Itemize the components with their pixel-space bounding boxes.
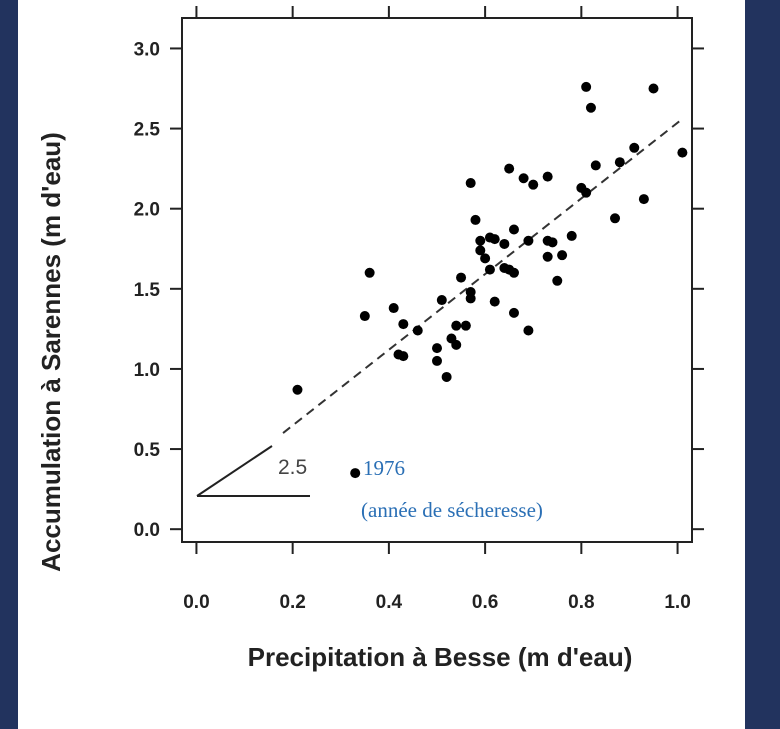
x-tick-label: 0.4 [376, 592, 403, 613]
data-point [398, 319, 409, 330]
data-point [542, 251, 553, 262]
data-point [436, 295, 447, 306]
data-point [581, 187, 592, 198]
data-point [465, 178, 476, 189]
y-tick-label: 2.0 [134, 200, 160, 221]
data-point [508, 307, 519, 318]
data-point [465, 287, 476, 298]
x-tick-label: 0.2 [279, 592, 305, 613]
data-point [475, 235, 486, 246]
data-point [518, 173, 529, 184]
data-point [523, 235, 534, 246]
data-point [508, 224, 519, 235]
slope-label: 2.5 [278, 456, 307, 479]
x-axis-label: Precipitation à Besse (m d'eau) [248, 642, 633, 672]
data-point [388, 303, 399, 314]
y-tick-label: 0.0 [134, 520, 160, 541]
x-tick-label: 0.8 [568, 592, 594, 613]
plot-frame [181, 17, 693, 543]
data-point [648, 83, 659, 94]
y-axis-label: Accumulation à Sarennes (m d'eau) [36, 132, 66, 572]
data-point [523, 325, 534, 336]
data-point [412, 325, 423, 336]
y-tick-label: 1.0 [134, 360, 160, 381]
data-point [460, 320, 471, 331]
x-tick-label: 0.6 [472, 592, 498, 613]
data-point [508, 267, 519, 278]
data-point [350, 468, 361, 479]
y-tick-label: 1.5 [134, 280, 161, 301]
data-point [456, 272, 467, 283]
data-point [629, 142, 640, 153]
data-point [292, 384, 303, 395]
y-tick-label: 0.5 [134, 440, 161, 461]
x-tick-label: 1.0 [664, 592, 690, 613]
x-tick-label: 0.0 [183, 592, 209, 613]
trend-line [282, 118, 683, 434]
data-point [432, 355, 442, 366]
data-point [590, 160, 601, 171]
annotation-text: (année de sécheresse) [361, 498, 543, 522]
data-point [451, 339, 462, 350]
data-point [552, 275, 563, 286]
panel [18, 0, 745, 729]
data-point [432, 343, 442, 354]
data-point [470, 214, 481, 225]
data-point [504, 163, 515, 174]
y-tick-label: 3.0 [134, 39, 160, 60]
data-point [359, 311, 370, 322]
data-point [480, 253, 491, 264]
y-tick-label: 2.5 [134, 120, 161, 141]
data-point [441, 371, 452, 382]
data-point [585, 102, 596, 113]
data-point [638, 194, 649, 205]
data-point [499, 238, 510, 249]
data-point [610, 213, 621, 224]
data-point [581, 81, 592, 92]
slope-guide [196, 445, 273, 497]
data-point [566, 230, 577, 241]
data-point [542, 171, 553, 182]
data-point [364, 267, 375, 278]
data-point [484, 264, 495, 275]
data-point [557, 250, 568, 261]
data-point [547, 237, 558, 248]
data-point [528, 179, 539, 190]
data-point [677, 147, 688, 158]
data-point [398, 351, 409, 362]
data-point [489, 234, 500, 245]
data-point [475, 245, 486, 256]
data-point [451, 320, 462, 331]
annotation-year: 1976 [363, 456, 405, 480]
data-point [614, 157, 625, 168]
data-point [489, 296, 500, 307]
